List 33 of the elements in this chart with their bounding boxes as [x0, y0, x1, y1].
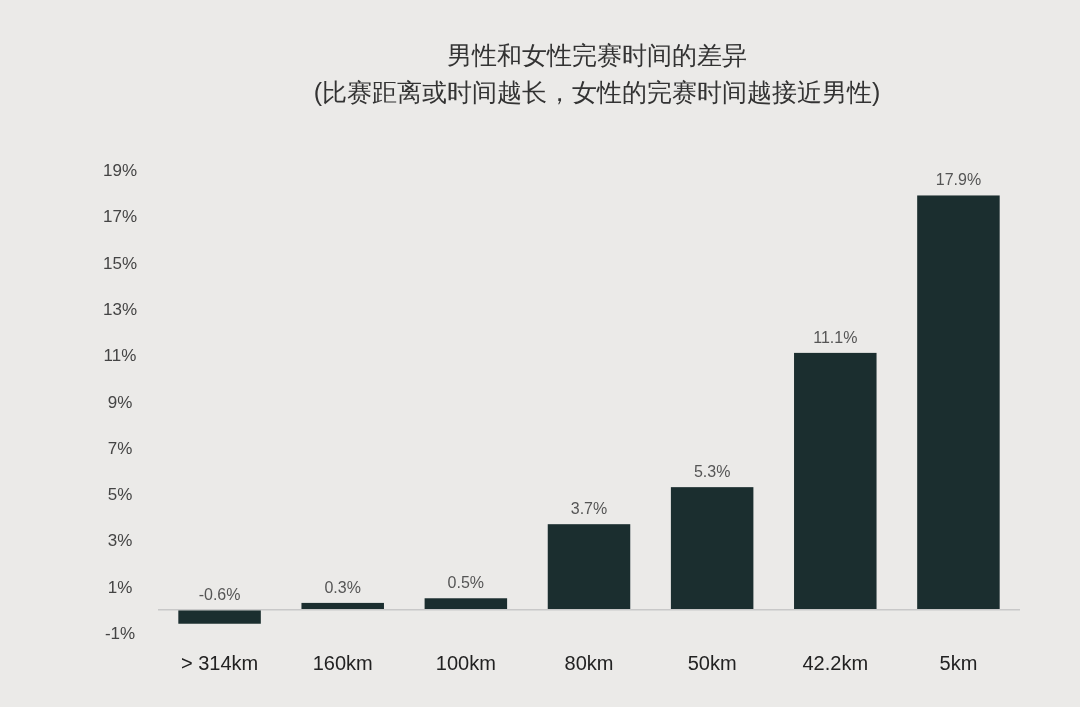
x-tick-label: 80km: [564, 652, 614, 674]
data-label: 5.3%: [693, 463, 731, 481]
bar: [794, 352, 877, 610]
y-tick-label: 11%: [103, 346, 137, 366]
y-tick-label: 13%: [102, 299, 138, 319]
y-tick-label: 7%: [107, 438, 133, 458]
chart-subtitle: (比赛距离或时间越长，女性的完赛时间越接近男性): [313, 78, 881, 106]
x-tick-label: 42.2km: [802, 652, 869, 674]
y-tick-label: 3%: [107, 531, 133, 551]
x-tick-label: 100km: [435, 652, 496, 674]
x-tick-label: > 314km: [180, 652, 259, 674]
bar: [917, 195, 1000, 610]
y-tick-label: 15%: [102, 253, 138, 273]
data-label: 0.5%: [447, 574, 485, 592]
y-tick-label: -1%: [104, 624, 136, 643]
data-label: -0.6%: [198, 585, 241, 603]
y-tick-label: 17%: [102, 207, 138, 227]
y-tick-label: 1%: [107, 577, 133, 597]
x-tick-label: 160km: [312, 652, 373, 674]
bar: [424, 598, 508, 610]
y-tick-label: 19%: [102, 161, 138, 180]
y-tick-label: 9%: [107, 392, 133, 412]
data-label: 0.3%: [324, 578, 361, 596]
data-label: 17.9%: [935, 171, 982, 189]
chart-title: 男性和女性完赛时间的差异: [447, 41, 747, 69]
bar: [670, 487, 754, 610]
x-tick-label: 5km: [939, 652, 978, 674]
y-tick-label: 5%: [107, 485, 133, 505]
data-label: 3.7%: [570, 500, 608, 518]
x-tick-label: 50km: [687, 652, 737, 674]
data-label: 11.1%: [813, 328, 858, 346]
bar: [547, 524, 631, 610]
bar: [178, 609, 261, 624]
